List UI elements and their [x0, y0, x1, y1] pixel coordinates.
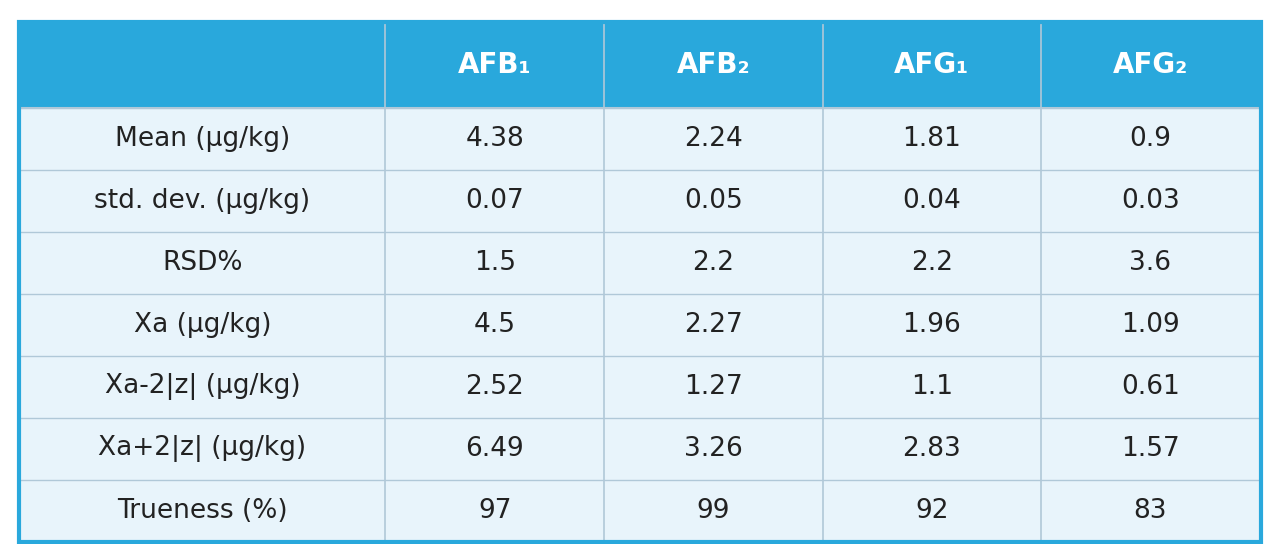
Text: 0.61: 0.61 [1121, 374, 1180, 400]
Text: 3.6: 3.6 [1129, 250, 1171, 276]
Text: 4.5: 4.5 [474, 312, 516, 338]
Bar [19, 22, 385, 108]
Text: 0.07: 0.07 [466, 188, 524, 214]
Text: 97: 97 [477, 498, 512, 524]
Text: Xa-2|z| (μg/kg): Xa-2|z| (μg/kg) [105, 373, 300, 400]
Text: 1.27: 1.27 [684, 374, 742, 400]
Text: 2.83: 2.83 [902, 436, 961, 462]
Bar [823, 294, 1041, 356]
Bar [604, 170, 823, 232]
Bar [1041, 356, 1260, 418]
Bar [604, 356, 823, 418]
Bar [385, 232, 604, 294]
Text: 0.03: 0.03 [1121, 188, 1180, 214]
Text: 1.5: 1.5 [474, 250, 516, 276]
Bar [823, 418, 1041, 480]
Text: 1.96: 1.96 [902, 312, 961, 338]
Text: 83: 83 [1134, 498, 1167, 524]
Text: 0.05: 0.05 [684, 188, 742, 214]
Text: 1.09: 1.09 [1121, 312, 1180, 338]
Text: std. dev. (μg/kg): std. dev. (μg/kg) [95, 188, 310, 214]
Bar [19, 356, 385, 418]
Bar [385, 22, 604, 108]
Bar [19, 418, 385, 480]
Text: 0.9: 0.9 [1129, 126, 1171, 152]
Text: AFB₁: AFB₁ [458, 51, 531, 79]
Text: 4.38: 4.38 [466, 126, 524, 152]
Bar [1041, 418, 1260, 480]
Bar [823, 232, 1041, 294]
Bar [1041, 232, 1260, 294]
Bar [19, 170, 385, 232]
Bar [1041, 22, 1260, 108]
Text: RSD%: RSD% [163, 250, 243, 276]
Text: 3.26: 3.26 [684, 436, 742, 462]
Bar [1041, 294, 1260, 356]
Bar [19, 480, 385, 542]
Bar [604, 108, 823, 170]
Bar [385, 108, 604, 170]
Bar [604, 480, 823, 542]
Bar [604, 22, 823, 108]
Text: 2.52: 2.52 [466, 374, 524, 400]
Text: 2.24: 2.24 [684, 126, 742, 152]
Bar [823, 22, 1041, 108]
Text: 99: 99 [696, 498, 730, 524]
Bar [19, 294, 385, 356]
Bar [385, 170, 604, 232]
Bar [385, 294, 604, 356]
Text: 2.2: 2.2 [911, 250, 952, 276]
Bar [19, 232, 385, 294]
Bar [385, 480, 604, 542]
Bar [823, 170, 1041, 232]
Text: Mean (μg/kg): Mean (μg/kg) [115, 126, 291, 152]
Bar [385, 356, 604, 418]
Bar [604, 294, 823, 356]
Bar [823, 108, 1041, 170]
Bar [823, 356, 1041, 418]
Bar [19, 108, 385, 170]
Bar [1041, 170, 1260, 232]
Bar [1041, 480, 1260, 542]
Text: 92: 92 [915, 498, 948, 524]
Text: 2.27: 2.27 [684, 312, 742, 338]
Text: Xa+2|z| (μg/kg): Xa+2|z| (μg/kg) [99, 435, 306, 462]
Text: 0.04: 0.04 [902, 188, 961, 214]
Bar [604, 418, 823, 480]
Bar [1041, 108, 1260, 170]
Text: AFG₁: AFG₁ [895, 51, 969, 79]
Text: 6.49: 6.49 [466, 436, 524, 462]
Text: 1.57: 1.57 [1121, 436, 1180, 462]
Bar [604, 232, 823, 294]
Text: AFG₂: AFG₂ [1112, 51, 1188, 79]
Bar [823, 480, 1041, 542]
Bar [385, 418, 604, 480]
Text: Xa (μg/kg): Xa (μg/kg) [133, 312, 271, 338]
Text: 2.2: 2.2 [692, 250, 735, 276]
Text: 1.1: 1.1 [911, 374, 952, 400]
Text: AFB₂: AFB₂ [676, 51, 750, 79]
Text: 1.81: 1.81 [902, 126, 961, 152]
Text: Trueness (%): Trueness (%) [116, 498, 288, 524]
